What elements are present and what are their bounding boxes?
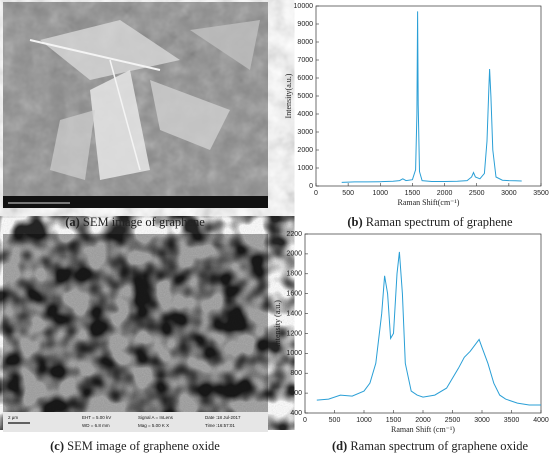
x-tick-label: 3000: [501, 190, 517, 197]
y-tick-label: 1000: [297, 165, 313, 172]
x-tick-label: 2500: [469, 190, 485, 197]
caption-text: SEM image of graphene oxide: [67, 439, 220, 453]
x-tick-label: 1500: [386, 417, 402, 424]
y-tick-label: 9000: [297, 21, 313, 28]
x-tick-label: 4000: [533, 417, 549, 424]
y-tick-label: 800: [290, 370, 302, 377]
x-tick-label: 1000: [356, 417, 372, 424]
sem-image-a: [3, 2, 268, 208]
caption-label: (c): [50, 439, 64, 453]
data-line: [316, 251, 541, 406]
x-tick-label: 2000: [437, 190, 453, 197]
x-tick-label: 2000: [415, 417, 431, 424]
y-axis-title: Intensity(a.u.): [284, 73, 293, 118]
caption: (a) SEM image of graphene: [65, 215, 205, 229]
y-tick-label: 5000: [297, 93, 313, 100]
x-tick-label: 500: [342, 190, 354, 197]
caption-label: (d): [332, 439, 347, 453]
plot-frame: [315, 5, 542, 187]
y-tick-label: 8000: [297, 39, 313, 46]
y-tick-label: 1600: [286, 291, 302, 298]
x-tick-label: 0: [314, 190, 318, 197]
x-tick-label: 2500: [445, 417, 461, 424]
x-tick-label: 1000: [372, 190, 388, 197]
info-text: Mag = 5.00 K X: [138, 423, 169, 428]
y-tick-label: 0: [309, 183, 313, 190]
sem-image-c: [3, 234, 268, 432]
y-tick-label: 1800: [286, 271, 302, 278]
y-tick-label: 1400: [286, 310, 302, 317]
info-text: Time :16:57:01: [205, 423, 235, 428]
info-text: WD = 6.8 mm: [82, 423, 110, 428]
x-axis-title: Raman Shift (cm⁻¹): [391, 425, 455, 434]
x-tick-label: 1500: [405, 190, 421, 197]
info-text: EHT = 5.00 kV: [82, 415, 111, 420]
plot-frame: [304, 233, 542, 414]
y-tick-label: 2000: [297, 147, 313, 154]
x-tick-label: 3000: [474, 417, 490, 424]
y-tick-label: 600: [290, 390, 302, 397]
info-text: Signal A = InLens: [138, 415, 174, 420]
scale-label: 2 μm: [8, 415, 18, 420]
y-tick-label: 6000: [297, 75, 313, 82]
y-tick-label: 3000: [297, 129, 313, 136]
caption-text: Raman spectrum of graphene: [366, 215, 513, 229]
x-axis-title: Raman Shift(cm⁻¹): [398, 198, 460, 207]
x-tick-label: 3500: [504, 417, 520, 424]
caption-label: (b): [347, 215, 362, 229]
y-tick-label: 1200: [286, 330, 302, 337]
caption: (c) SEM image of graphene oxide: [50, 439, 220, 453]
data-line: [341, 11, 522, 183]
y-tick-label: 1000: [286, 350, 302, 357]
y-tick-label: 10000: [294, 3, 314, 10]
caption: (d) Raman spectrum of graphene oxide: [332, 439, 529, 453]
y-tick-label: 2200: [286, 231, 302, 238]
caption-text: Raman spectrum of graphene oxide: [350, 439, 528, 453]
x-tick-label: 0: [303, 417, 307, 424]
caption-text: SEM image of graphene: [83, 215, 205, 229]
y-tick-label: 400: [290, 410, 302, 417]
x-tick-label: 3500: [533, 190, 549, 197]
info-text: Date :18 Jul-2017: [205, 415, 241, 420]
caption-label: (a): [65, 215, 80, 229]
y-tick-label: 7000: [297, 57, 313, 64]
y-tick-label: 2000: [286, 251, 302, 258]
y-tick-label: 4000: [297, 111, 313, 118]
y-axis-title: Intensity (a.u.): [273, 300, 282, 347]
x-tick-label: 500: [329, 417, 341, 424]
caption: (b) Raman spectrum of graphene: [347, 215, 513, 229]
